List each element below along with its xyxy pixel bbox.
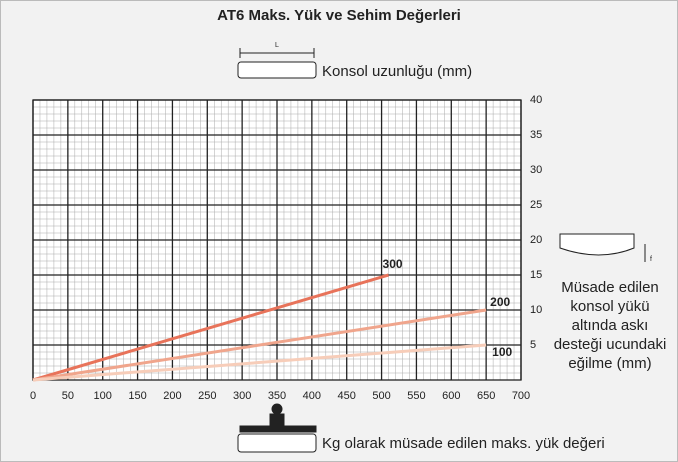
x-tick-label: 700 — [512, 390, 530, 402]
y-tick-label: 40 — [530, 94, 542, 106]
side-label: Müsade edilen konsol yükü altında askı dest… — [554, 279, 667, 372]
y-tick-label: 20 — [530, 234, 542, 246]
chart-title: AT6 Maks. Yük ve Sehim Değerleri — [217, 7, 461, 24]
series-label: 100 — [492, 345, 512, 359]
x-tick-label: 350 — [268, 390, 286, 402]
series-line — [32, 343, 487, 382]
x-tick-label: 200 — [163, 390, 181, 402]
x-tick-label: 550 — [407, 390, 425, 402]
x-tick-label: 650 — [477, 390, 495, 402]
side-label-line: konsol yükü — [570, 298, 649, 315]
x-tick-label: 400 — [303, 390, 321, 402]
plot-border — [32, 99, 522, 381]
top-beam-icon — [237, 48, 317, 79]
beam-label: L — [275, 42, 279, 49]
side-beam-icon — [559, 233, 646, 262]
bottom-label: Kg olarak müsade edilen maks. yük değeri — [322, 435, 605, 452]
y-tick-label: 5 — [530, 339, 536, 351]
y-tick-label: 35 — [530, 129, 542, 141]
x-tick-label: 300 — [233, 390, 251, 402]
x-tick-label: 50 — [62, 390, 74, 402]
series-line — [32, 308, 487, 382]
series-label: 200 — [490, 295, 510, 309]
x-tick-label: 600 — [442, 390, 460, 402]
x-tick-label: 150 — [128, 390, 146, 402]
x-tick-label: 250 — [198, 390, 216, 402]
series-label: 300 — [383, 257, 403, 271]
side-label-line: desteği ucundaki — [554, 336, 667, 353]
x-tick-label: 450 — [338, 390, 356, 402]
y-tick-label: 10 — [530, 304, 542, 316]
series-line — [32, 273, 389, 382]
deflection-label: f — [650, 256, 652, 263]
y-tick-label: 30 — [530, 164, 542, 176]
side-label-line: Müsade edilen — [561, 279, 659, 296]
y-tick-label: 15 — [530, 269, 542, 281]
top-label: Konsol uzunluğu (mm) — [322, 63, 472, 80]
side-label-line: altında askı — [572, 317, 649, 334]
x-tick-label: 0 — [30, 390, 36, 402]
y-tick-label: 25 — [530, 199, 542, 211]
bottom-load-icon — [237, 403, 317, 453]
x-tick-label: 100 — [94, 390, 112, 402]
x-tick-label: 500 — [372, 390, 390, 402]
side-label-line: eğilme (mm) — [568, 355, 651, 372]
